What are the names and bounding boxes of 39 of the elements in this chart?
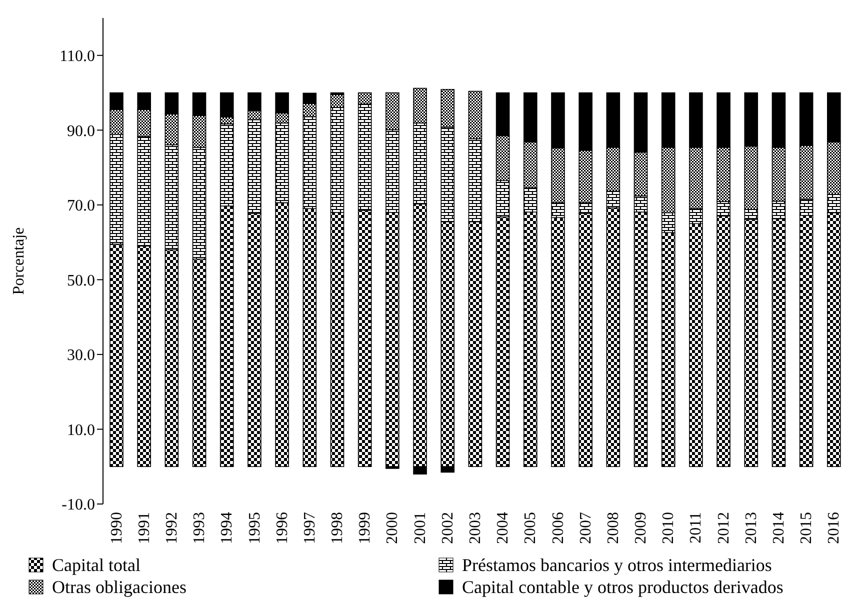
- y-tick-label: 10.0: [67, 422, 95, 439]
- x-tick-label: 2015: [798, 512, 816, 544]
- x-tick-label: 2001: [412, 512, 429, 544]
- x-tick-label: 2004: [494, 512, 512, 544]
- x-tick-label: 1997: [301, 512, 318, 544]
- x-tick-label: 2007: [577, 512, 594, 544]
- x-tick-label: 2016: [826, 512, 843, 544]
- y-tick-label: 90.0: [67, 122, 95, 140]
- y-tick-label: 110.0: [60, 48, 95, 66]
- y-tick-label: 70.0: [67, 198, 95, 215]
- x-tick-label: 2002: [439, 512, 456, 544]
- x-tick-label: 2010: [660, 512, 678, 544]
- x-tick-label: 1990: [108, 512, 126, 544]
- y-axis-title: Porcentaje: [10, 227, 28, 295]
- y-tick-label: 30.0: [67, 347, 95, 364]
- legend-label: Capital contable y otros productos derivados: [462, 576, 784, 598]
- x-tick-label: 2014: [770, 512, 788, 544]
- x-tick-label: 2013: [742, 512, 760, 544]
- x-tick-label: 1993: [191, 512, 208, 544]
- legend-label: Préstamos bancarios y otros intermediarios: [462, 554, 772, 576]
- x-tick-label: 1995: [246, 512, 264, 544]
- x-tick-label: 1999: [356, 512, 374, 544]
- x-tick-label: 1991: [136, 512, 153, 544]
- y-tick-label: -10.0: [62, 496, 95, 514]
- x-tick-label: 2000: [384, 512, 402, 544]
- x-tick-label: 1994: [218, 512, 236, 544]
- x-tick-label: 2012: [715, 512, 732, 544]
- x-tick-label: 2011: [688, 512, 705, 544]
- x-tick-label: 2005: [522, 512, 540, 544]
- x-tick-label: 1992: [163, 512, 180, 544]
- x-tick-label: 1996: [274, 512, 291, 544]
- x-tick-label: 1998: [329, 512, 346, 544]
- x-tick-label: 2003: [467, 512, 484, 544]
- legend-label: Otras obligaciones: [52, 576, 186, 598]
- y-tick-label: 50.0: [67, 272, 95, 290]
- x-tick-label: 2006: [550, 512, 567, 544]
- x-tick-label: 2008: [604, 512, 622, 544]
- legend-label: Capital total: [52, 554, 140, 576]
- x-tick-label: 2009: [632, 512, 650, 544]
